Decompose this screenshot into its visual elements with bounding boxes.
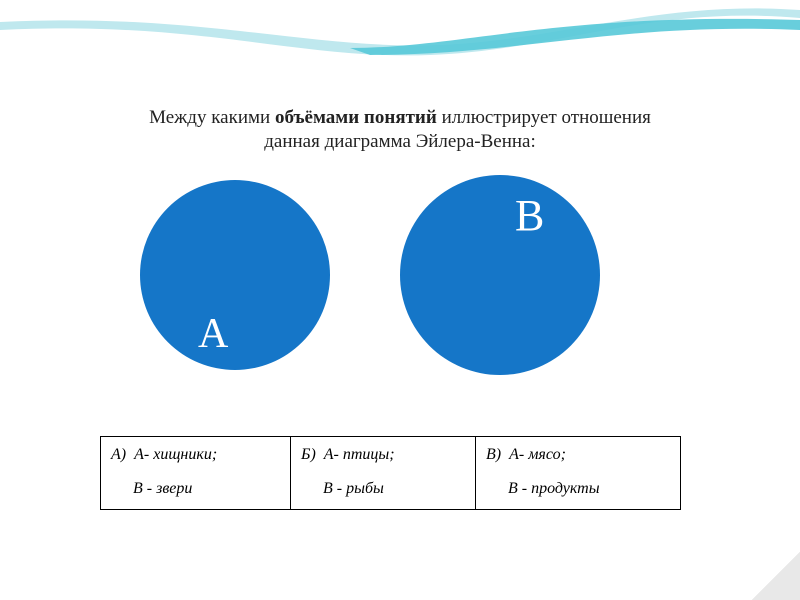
answers-table: А) А- хищники; В - звери Б) А- птицы; В … bbox=[100, 436, 681, 510]
answer-key: Б) bbox=[301, 446, 316, 463]
question-post: иллюстрирует отношения bbox=[437, 107, 651, 128]
circle-label-b: В bbox=[515, 190, 544, 241]
answer-cell-c: В) А- мясо; В - продукты bbox=[476, 437, 681, 510]
question-line2: данная диаграмма Эйлера-Венна: bbox=[0, 130, 800, 154]
decorative-wave bbox=[0, 0, 800, 120]
answer-top: А- птицы; bbox=[324, 446, 395, 463]
answer-cell-b: Б) А- птицы; В - рыбы bbox=[291, 437, 476, 510]
answer-bottom: В - рыбы bbox=[301, 477, 465, 501]
table-row: А) А- хищники; В - звери Б) А- птицы; В … bbox=[101, 437, 681, 510]
answer-key: А) bbox=[111, 446, 126, 463]
venn-circle-a bbox=[140, 180, 330, 370]
question-bold: объёмами понятий bbox=[275, 107, 437, 128]
answer-bottom: В - продукты bbox=[486, 477, 670, 501]
question-pre: Между какими bbox=[149, 107, 275, 128]
question-text: Между какими объёмами понятий иллюстриру… bbox=[0, 106, 800, 154]
circle-label-a: А bbox=[198, 310, 228, 358]
answer-top: А- хищники; bbox=[134, 446, 217, 463]
answer-top: А- мясо; bbox=[509, 446, 566, 463]
venn-circle-b bbox=[400, 175, 600, 375]
answer-key: В) bbox=[486, 446, 501, 463]
page-corner-fold bbox=[752, 552, 800, 600]
answer-bottom: В - звери bbox=[111, 477, 280, 501]
answer-cell-a: А) А- хищники; В - звери bbox=[101, 437, 291, 510]
